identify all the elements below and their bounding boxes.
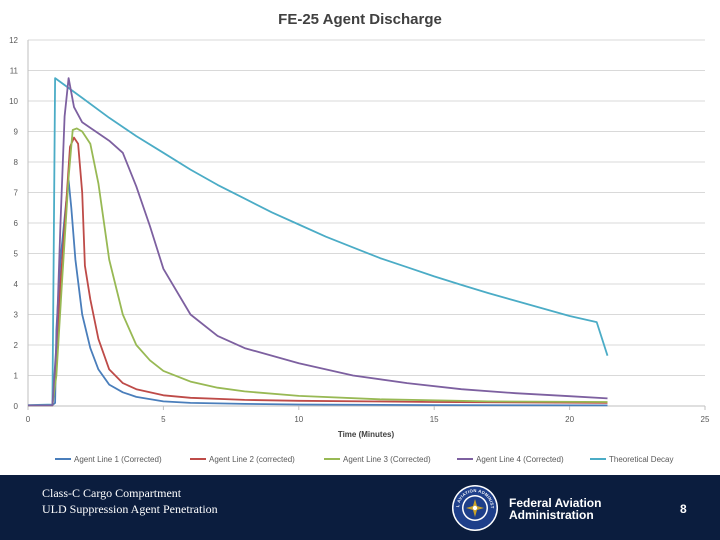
y-tick-label: 9 xyxy=(14,128,19,137)
y-tick-label: 10 xyxy=(9,97,18,106)
y-tick-label: 4 xyxy=(14,280,19,289)
x-tick-label: 15 xyxy=(430,415,439,424)
series-line-2 xyxy=(28,136,608,407)
y-tick-label: 1 xyxy=(14,372,19,381)
footer-date: October 27, 2016 xyxy=(42,47,135,61)
y-tick-label: 12 xyxy=(9,36,18,45)
x-tick-label: 10 xyxy=(294,415,303,424)
series-line-3 xyxy=(28,127,608,407)
y-tick-label: 6 xyxy=(14,219,19,228)
agency-name-line1: Federal Aviation xyxy=(509,496,602,510)
agency-name-line2: Administration xyxy=(509,508,594,522)
y-tick-label: 0 xyxy=(14,402,19,411)
x-tick-label: 0 xyxy=(26,415,31,424)
footer-title-line1: Class-C Cargo Compartment xyxy=(42,486,182,500)
y-tick-label: 3 xyxy=(14,311,19,320)
chart-title: FE-25 Agent Discharge xyxy=(278,11,442,28)
agency-name: Federal Aviation Administration xyxy=(509,497,601,521)
page-number: 8 xyxy=(680,502,687,516)
legend-label-2: Agent Line 2 (corrected) xyxy=(209,455,295,464)
x-tick-label: 5 xyxy=(161,415,166,424)
legend: Agent Line 1 (Corrected) Agent Line 2 (co… xyxy=(55,455,673,464)
legend-label-4: Agent Line 4 (Corrected) xyxy=(476,455,564,464)
y-tick-label: 5 xyxy=(14,250,19,259)
y-tick-label: 11 xyxy=(10,67,19,76)
faa-seal-icon: FEDERAL AVIATION ADMINISTRATION xyxy=(451,484,498,531)
x-tick-label: 25 xyxy=(701,415,710,424)
chart-background xyxy=(0,0,720,475)
series-lines xyxy=(27,77,609,407)
y-tick-label: 2 xyxy=(14,341,19,350)
x-tick-labels: 0 5 10 15 20 25 xyxy=(26,415,710,424)
y-tick-label: 7 xyxy=(14,189,19,198)
footer-title-line2: ULD Suppression Agent Penetration xyxy=(42,502,218,516)
x-axis-label: Time (Minutes) xyxy=(338,430,395,439)
series-line-4 xyxy=(28,77,608,407)
y-tick-label: 8 xyxy=(14,158,19,167)
legend-label-5: Theoretical Decay xyxy=(609,455,673,464)
legend-label-3: Agent Line 3 (Corrected) xyxy=(343,455,431,464)
x-tick-label: 20 xyxy=(565,415,574,424)
series-line-5 xyxy=(27,77,609,406)
footer-bar xyxy=(0,475,720,540)
legend-label-1: Agent Line 1 (Corrected) xyxy=(74,455,162,464)
